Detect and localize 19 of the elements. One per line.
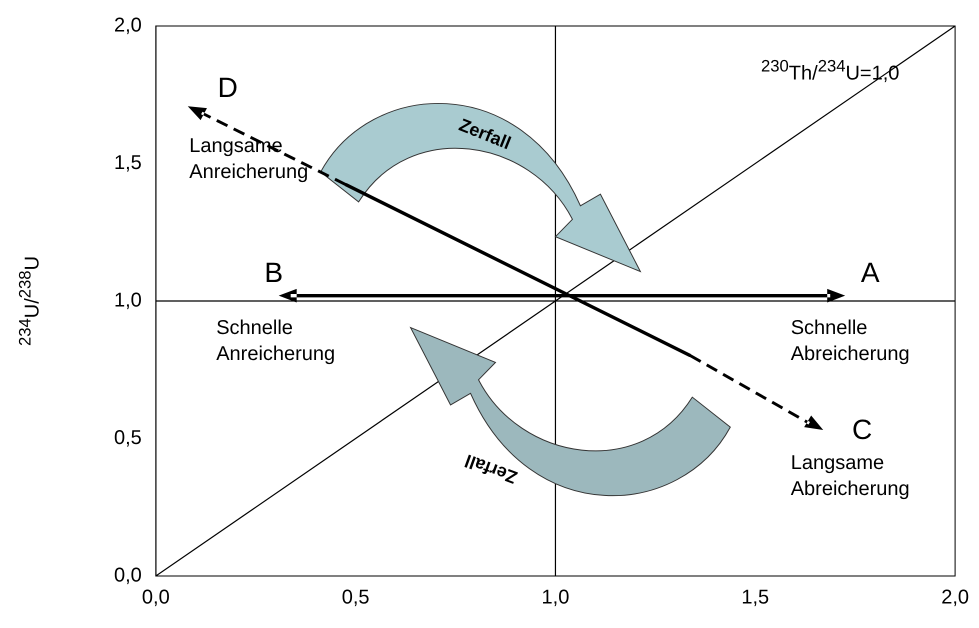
x-tick-label: 0,5	[342, 586, 370, 609]
annotation: A	[860, 257, 880, 288]
annotation: Zerfall	[454, 114, 514, 156]
x-tick-label: 1,0	[542, 586, 570, 609]
annotation: D	[218, 72, 238, 103]
x-tick-label: 0,0	[142, 586, 170, 609]
y-tick-label: 0,5	[114, 427, 142, 450]
annotation: C	[852, 414, 872, 446]
annotation: Langsame Abreicherung	[790, 451, 910, 502]
x-tick-label: 2,0	[941, 586, 970, 609]
x-tick-label: 1,5	[741, 586, 770, 609]
annotation: Schnelle Anreicherung	[216, 316, 336, 368]
y-tick-label: 1,0	[114, 290, 142, 312]
y-tick-label: 1,5	[114, 152, 142, 174]
annotation: B	[264, 257, 284, 288]
y-tick-label: 0,0	[114, 564, 142, 587]
annotation: Schnelle Abreicherung	[790, 316, 910, 368]
annotation: Zerfall	[460, 449, 520, 490]
y-tick-label: 2,0	[114, 14, 142, 37]
